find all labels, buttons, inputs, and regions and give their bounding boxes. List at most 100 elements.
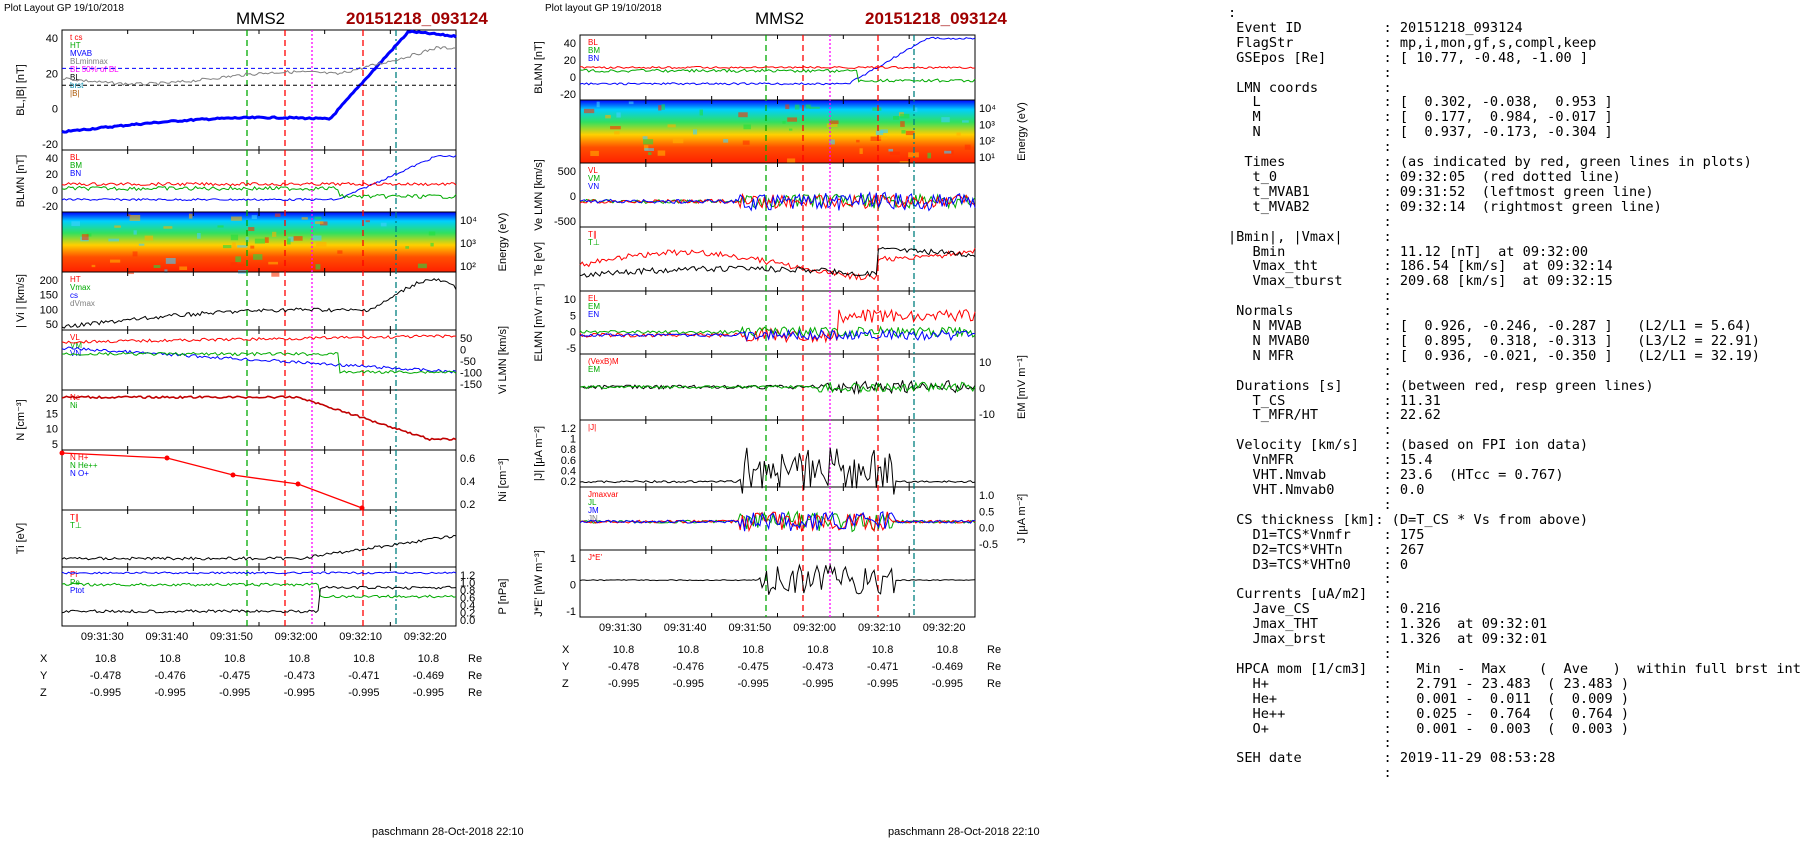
spectrogram-patch — [616, 112, 620, 117]
coord-label: Z — [562, 678, 569, 690]
spacecraft-label: MMS2 — [236, 9, 285, 28]
event-title: 20151218_093124 — [346, 9, 488, 28]
spectrogram-patch — [231, 262, 238, 266]
spectrogram-patch — [315, 221, 323, 224]
coord-value: -0.469 — [413, 670, 444, 682]
legend-entry: |B| — [70, 89, 80, 98]
coord-unit: Re — [468, 670, 482, 682]
y-tick-label: -20 — [42, 201, 58, 213]
spectrogram-patch — [248, 227, 254, 231]
spectrogram-patch — [110, 260, 120, 263]
legend-entry: VN — [70, 349, 81, 358]
coord-value: 10.8 — [159, 653, 180, 665]
coord-value: 10.8 — [613, 644, 634, 656]
spectrogram-patch — [232, 242, 236, 248]
y-axis-label: Vi LMN [km/s] — [497, 326, 509, 394]
spectrogram-patch — [590, 151, 599, 156]
y-tick-label: 20 — [564, 55, 576, 67]
spectrogram-patch — [901, 130, 905, 133]
panel-frame — [580, 420, 975, 487]
spectrogram-patch — [738, 112, 747, 117]
spectrogram-patch — [275, 213, 281, 216]
coord-value: -0.473 — [802, 661, 833, 673]
coord-value: -0.995 — [608, 678, 639, 690]
x-tick-label: 09:32:20 — [923, 622, 966, 634]
coord-value: -0.995 — [802, 678, 833, 690]
series-line — [580, 69, 975, 82]
spectrogram-patch — [366, 220, 370, 222]
spectrogram-patch — [337, 250, 342, 253]
spectrogram-patch — [381, 223, 387, 227]
spectrogram-patch — [268, 262, 278, 265]
coord-unit: Re — [987, 644, 1001, 656]
spectrogram-patch — [860, 148, 863, 154]
he-density-point — [296, 482, 301, 487]
plot-header: Plot layout GP 19/10/2018 — [545, 3, 662, 14]
series-line — [580, 67, 975, 69]
spectrogram-patch — [418, 264, 427, 269]
y-tick-label: 40 — [46, 153, 58, 165]
y-tick-label: 10⁴ — [979, 103, 996, 115]
spectrogram-patch — [179, 266, 187, 270]
legend-entry: BN — [70, 169, 81, 178]
spectrogram-patch — [668, 124, 676, 127]
spectrogram-patch — [795, 105, 800, 110]
spectrogram-patch — [789, 129, 792, 131]
legend-entry: VN — [588, 182, 599, 191]
coord-value: 10.8 — [224, 653, 245, 665]
y-tick-label: 500 — [558, 166, 576, 178]
y-tick-label: 200 — [40, 275, 58, 287]
y-axis-label: BLMN [nT] — [15, 155, 27, 208]
legend-entry: |J| — [588, 423, 596, 432]
spectrogram-patch — [658, 105, 661, 110]
spectrogram-patch — [693, 129, 697, 134]
legend-entry: Ptot — [70, 586, 85, 595]
y-tick-label: 0 — [979, 383, 985, 395]
y-tick-label: 20 — [46, 68, 58, 80]
y-tick-label: 0 — [570, 72, 576, 84]
spectrogram-patch — [743, 124, 750, 129]
y-tick-label: 0 — [52, 104, 58, 116]
spectrogram-patch — [614, 131, 619, 134]
y-tick-label: 10 — [979, 357, 991, 369]
y-tick-label: 0.0 — [979, 523, 994, 535]
coord-value: -0.995 — [219, 687, 250, 699]
spacecraft-label: MMS2 — [755, 9, 804, 28]
coord-value: 10.8 — [95, 653, 116, 665]
y-tick-label: 10² — [460, 261, 476, 273]
series-line — [62, 279, 456, 328]
y-axis-label: N [cm⁻³] — [15, 399, 27, 440]
spectrogram-patch — [430, 243, 433, 247]
spectrogram-patch — [253, 254, 262, 260]
coord-value: -0.476 — [155, 670, 186, 682]
y-tick-label: 20 — [46, 393, 58, 405]
spectrogram-patch — [134, 230, 137, 234]
spectrogram-patch — [610, 126, 621, 129]
y-tick-label: -100 — [460, 368, 482, 380]
y-tick-label: -1 — [566, 606, 576, 618]
spectrogram-patch — [255, 239, 265, 244]
spectrogram-patch — [231, 217, 242, 221]
x-tick-label: 09:32:00 — [793, 622, 836, 634]
coord-value: 10.8 — [418, 653, 439, 665]
plot-header: Plot Layout GP 19/10/2018 — [4, 3, 124, 14]
spectrogram-patch — [231, 235, 238, 241]
spectrogram-patch — [876, 131, 883, 136]
coord-unit: Re — [468, 653, 482, 665]
spectrogram-patch — [312, 235, 321, 240]
event-info-text: : Event ID : 20151218_093124 FlagStr : m… — [1228, 6, 1801, 781]
spectrogram-patch — [890, 152, 900, 155]
y-tick-label: 0.4 — [460, 476, 475, 488]
spectrogram-patch — [957, 133, 961, 136]
y-tick-label: 1.0 — [979, 490, 994, 502]
y-tick-label: 0 — [570, 580, 576, 592]
coord-label: Z — [40, 687, 47, 699]
spectrogram-patch — [252, 215, 257, 219]
coord-value: 10.8 — [289, 653, 310, 665]
series-line — [580, 248, 975, 278]
spectrogram-patch — [316, 242, 326, 247]
x-tick-label: 09:31:50 — [728, 622, 771, 634]
y-tick-label: 10³ — [460, 238, 476, 250]
y-axis-label: ELMN [mV m⁻¹] — [533, 284, 545, 362]
x-tick-label: 09:31:40 — [145, 631, 188, 643]
